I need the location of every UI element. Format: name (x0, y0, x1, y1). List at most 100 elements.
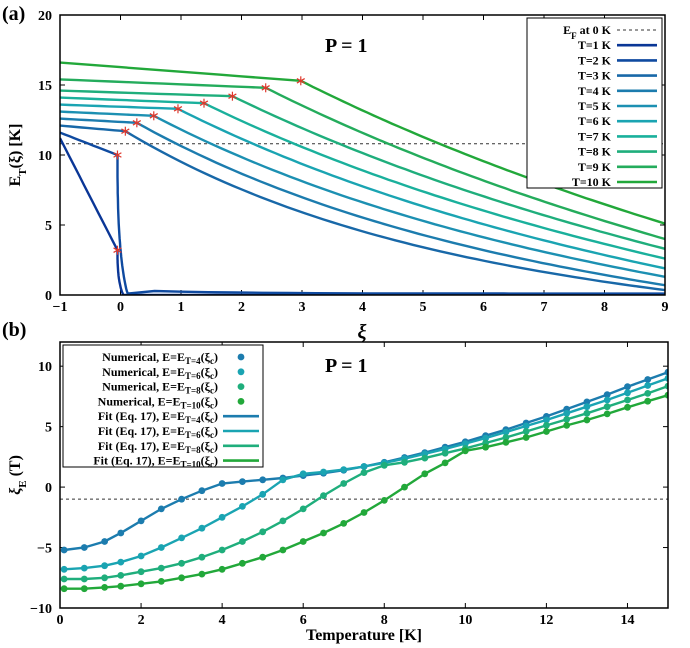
b-data-point-3 (157, 578, 165, 585)
b-xtick-label: 14 (620, 613, 634, 628)
a-xtick-label: 2 (238, 300, 245, 315)
b-data-point-3 (502, 439, 510, 446)
b-data-point-1 (60, 565, 68, 573)
b-data-point-2 (157, 564, 165, 572)
b-data-point-2 (502, 434, 510, 441)
a-xtick-label: 3 (299, 300, 306, 315)
b-data-point-0 (60, 546, 68, 554)
b-xtick-label: 12 (539, 613, 553, 628)
b-data-point-1 (239, 503, 246, 510)
panel-b-plot-area (60, 368, 668, 593)
b-data-point-1 (279, 476, 287, 484)
b-data-point-2 (380, 461, 388, 469)
b-data-point-0 (603, 391, 611, 398)
a-xtick-label: −1 (53, 300, 68, 315)
b-data-point-1 (360, 463, 368, 470)
marker-stroke (173, 106, 183, 112)
b-legend-label: Numerical, E=ET=6(ξc) (102, 365, 218, 381)
b-xtick-label: 8 (381, 613, 388, 628)
b-data-point-3 (624, 403, 631, 411)
b-data-point-1 (178, 534, 186, 542)
panel-a-legend: EF at 0 KT=1 KT=2 KT=3 KT=4 KT=5 KT=6 KT… (526, 17, 663, 189)
b-data-point-0 (137, 517, 145, 525)
b-data-point-3 (279, 546, 287, 554)
b-data-point-1 (583, 403, 591, 411)
legend-label-T-2-K: T=2 K (578, 53, 612, 67)
b-data-point-2 (299, 505, 307, 513)
b-data-point-3 (198, 570, 206, 578)
b-data-point-3 (137, 580, 145, 588)
b-data-point-2 (101, 574, 108, 582)
b-data-point-3 (218, 565, 226, 573)
b-data-point-2 (664, 382, 668, 390)
b-data-point-1 (299, 470, 307, 478)
b-data-point-1 (80, 564, 88, 572)
b-data-point-1 (198, 524, 206, 532)
legend-label-T-7-K: T=7 K (578, 129, 612, 143)
b-data-point-3 (320, 529, 327, 537)
b-data-point-1 (101, 562, 108, 570)
b-legend-marker (237, 353, 245, 361)
a-xtick-label: 0 (117, 300, 124, 315)
b-legend-marker (237, 398, 245, 405)
marker-stroke (113, 247, 122, 253)
b-legend-label: Fit (Eq. 17), E=ET=10(ξc) (93, 454, 218, 470)
b-data-point-1 (117, 558, 125, 566)
b-data-point-1 (644, 382, 652, 389)
marker-stroke (132, 120, 142, 126)
b-data-point-3 (543, 428, 550, 435)
b-data-point-3 (101, 584, 108, 591)
b-xtick-label: 4 (219, 613, 226, 628)
panel-b-annotation: P = 1 (325, 355, 368, 377)
b-data-point-2 (563, 416, 571, 423)
a-ytick-label: 15 (38, 79, 52, 94)
b-data-point-2 (583, 409, 591, 417)
legend-label-T-3-K: T=3 K (578, 69, 612, 83)
b-data-point-3 (60, 585, 68, 593)
b-data-point-3 (563, 422, 571, 429)
b-xtick-label: 0 (57, 613, 64, 628)
marker-stroke (296, 78, 306, 84)
b-ytick-label: −5 (37, 542, 52, 557)
b-xtick-label: 6 (300, 613, 307, 628)
b-data-point-1 (543, 416, 550, 424)
legend-label-T-8-K: T=8 K (578, 145, 612, 159)
b-data-point-3 (461, 447, 469, 455)
b-data-point-0 (157, 505, 165, 513)
b-legend-label: Fit (Eq. 17), E=ET=8(ξc) (98, 439, 218, 455)
b-data-point-1 (482, 434, 489, 442)
b-data-point-3 (299, 538, 307, 545)
a-xtick-label: 5 (420, 300, 427, 315)
legend-label-T-9-K: T=9 K (578, 160, 612, 174)
b-data-point-3 (522, 434, 530, 441)
b-data-point-0 (624, 383, 631, 391)
critical-point-marker (261, 83, 270, 93)
marker-stroke (261, 85, 270, 91)
b-data-point-3 (583, 416, 591, 424)
b-data-point-3 (441, 459, 449, 467)
critical-point-marker (113, 245, 122, 255)
b-legend-label: Numerical, E=ET=4(ξc) (102, 350, 218, 366)
b-data-point-0 (178, 495, 186, 503)
b-data-point-2 (543, 422, 550, 429)
critical-point-marker (121, 126, 130, 136)
b-data-point-0 (117, 529, 125, 537)
b-data-point-1 (137, 552, 145, 560)
b-data-point-0 (239, 478, 246, 485)
panel-b-ylabel: ξE (T) (7, 455, 29, 495)
b-data-point-2 (624, 396, 631, 404)
legend-label-T-4-K: T=4 K (578, 84, 612, 98)
a-xtick-label: 8 (601, 300, 608, 315)
b-data-point-2 (259, 528, 267, 536)
b-data-point-1 (664, 374, 668, 382)
critical-point-marker (149, 111, 158, 121)
b-data-point-1 (218, 513, 226, 521)
panel-a-label: (a) (2, 3, 25, 25)
b-ytick-label: 0 (45, 481, 52, 496)
b-data-point-3 (664, 391, 668, 399)
a-xtick-label: 4 (359, 300, 366, 315)
b-data-point-2 (60, 575, 68, 583)
a-ytick-label: 0 (45, 289, 52, 304)
